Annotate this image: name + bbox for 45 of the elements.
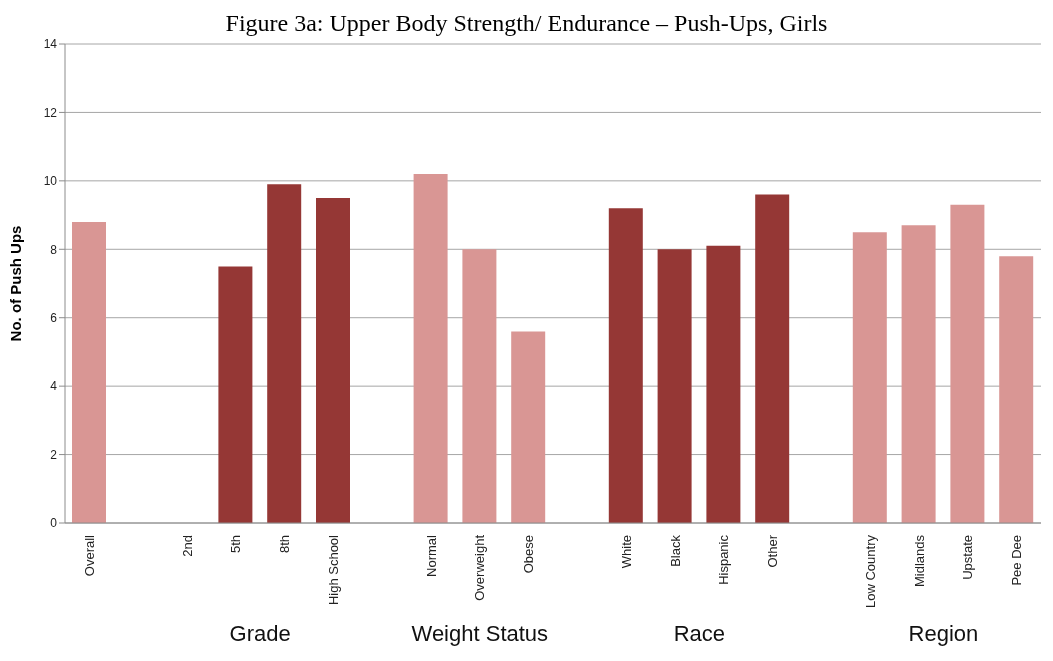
bar xyxy=(72,221,106,523)
y-tick-label: 4 xyxy=(50,379,58,394)
y-tick-label: 2 xyxy=(50,447,58,462)
y-tick-label: 8 xyxy=(50,242,58,257)
x-tick-label: Low Country xyxy=(862,534,878,608)
bar xyxy=(413,174,448,523)
bar xyxy=(706,245,741,523)
x-tick-label: Overweight xyxy=(472,534,488,601)
bar xyxy=(950,204,985,523)
bar xyxy=(999,256,1034,523)
x-tick-label: White xyxy=(618,535,634,569)
x-tick-label: Obese xyxy=(521,535,537,574)
y-tick-label: 0 xyxy=(50,516,58,531)
bar xyxy=(901,225,936,523)
text: Weight Status xyxy=(411,621,549,647)
x-tick-label: 8th xyxy=(277,535,293,554)
x-tick-label: Other xyxy=(765,534,781,568)
x-tick-label: Hispanic xyxy=(716,534,732,585)
text: Grade xyxy=(229,621,291,647)
x-tick-label: Black xyxy=(667,534,683,567)
bar xyxy=(218,266,253,523)
bar xyxy=(657,249,692,523)
text: Race xyxy=(673,621,726,647)
y-tick-label: 12 xyxy=(43,105,58,120)
bar xyxy=(267,184,302,523)
y-axis-title: No. of Push Ups xyxy=(7,225,25,342)
bar xyxy=(511,331,546,523)
bar xyxy=(755,194,790,523)
x-tick-label: 5th xyxy=(228,535,244,554)
x-tick-label: Pee Dee xyxy=(1009,535,1025,586)
chart-title: Figure 3a: Upper Body Strength/ Endurance – Push-Ups, Girls xyxy=(224,10,829,37)
y-tick-label: 6 xyxy=(50,310,58,325)
x-tick-label: Midlands xyxy=(911,534,927,588)
bar xyxy=(852,232,887,523)
bar xyxy=(462,249,497,523)
x-tick-label: Overall xyxy=(81,534,97,577)
x-tick-label: Normal xyxy=(423,534,439,577)
x-tick-label: High School xyxy=(325,534,341,606)
y-tick-label: 14 xyxy=(43,37,58,52)
x-tick-label: Upstate xyxy=(960,535,976,580)
bar xyxy=(316,197,350,523)
y-tick-label: 10 xyxy=(43,174,58,189)
x-tick-label: 2nd xyxy=(179,535,195,557)
bar xyxy=(608,208,643,523)
text: Region xyxy=(908,621,979,647)
